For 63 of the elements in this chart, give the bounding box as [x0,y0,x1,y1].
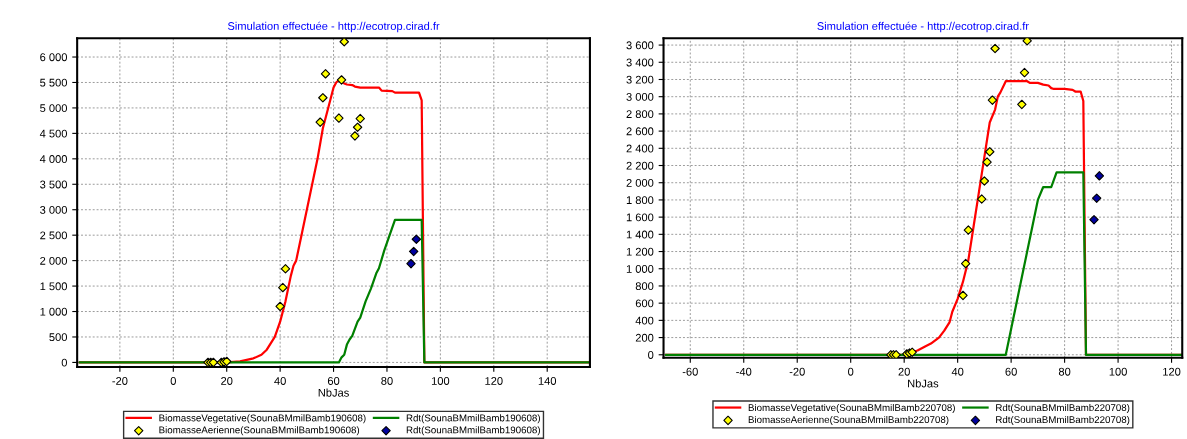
y-tick-label: 1 800 [626,196,654,205]
y-tick-label: 2 500 [40,231,67,240]
chart-title: Simulation effectuée - http://ecotrop.cirad.fr [227,21,440,33]
y-tick-label: 1 500 [40,282,67,291]
y-tick-label: 1 400 [626,230,654,239]
y-tick-label: 800 [635,282,654,291]
y-tick-label: 2 000 [626,178,654,187]
x-tick-label: -20 [789,367,805,376]
x-tick-label: -60 [682,367,698,376]
y-tick-label: 3 000 [40,205,67,214]
y-tick-label: 0 [648,351,654,359]
x-tick-label: 40 [274,377,286,385]
x-tick-label: 80 [1058,367,1071,376]
legend-label: BiomasseVegetative(SounaBMmilBamb220708) [748,403,955,413]
x-tick-label: 120 [485,377,503,385]
x-tick-label: 20 [898,367,910,376]
y-tick-label: 600 [635,299,654,308]
legend-label: Rdt(SounaBMmilBamb190608) [406,426,540,436]
y-tick-label: 3 600 [626,41,654,50]
x-tick-label: 140 [538,377,557,385]
x-tick-label: 20 [221,377,233,385]
y-tick-label: 1 600 [626,213,654,222]
x-tick-label: 80 [381,377,393,385]
y-tick-label: 400 [635,316,654,325]
chart-title: Simulation effectuée - http://ecotrop.cirad.fr [817,21,1029,33]
legend-label: Rdt(SounaBMmilBamb190608) [406,414,540,424]
x-tick-label: 100 [431,377,450,385]
y-tick-label: 3 500 [40,180,67,189]
y-tick-label: 4 500 [39,129,67,138]
y-tick-label: 6 000 [40,53,67,62]
legend-label: BiomasseAerienne(SounaBMmilBamb190608) [159,426,360,436]
y-tick-label: 1 000 [626,265,654,273]
y-tick-label: 1 200 [626,247,654,256]
y-tick-label: 5 000 [40,104,67,113]
y-tick-label: 3 200 [626,75,654,84]
x-tick-label: 120 [1163,367,1181,376]
y-tick-label: 200 [635,333,654,342]
y-tick-label: 5 500 [40,78,67,87]
x-tick-label: -20 [112,377,128,385]
y-tick-label: 2 200 [626,161,654,170]
legend-label: BiomasseAerienne(SounaBMmilBamb220708) [748,415,949,425]
legend-label: Rdt(SounaBMmilBamb220708) [996,415,1130,425]
y-tick-label: 2 600 [626,127,654,136]
y-tick-label: 500 [49,333,67,342]
x-tick-label: 40 [951,367,964,376]
y-tick-label: 3 400 [626,58,654,67]
y-tick-label: 4 000 [39,155,67,163]
legend-label: BiomasseVegetative(SounaBMmilBamb190608) [159,414,366,424]
x-tick-label: 60 [1005,367,1017,376]
x-tick-label: 0 [170,377,176,385]
x-tick-label: 60 [327,377,340,385]
legend-label: Rdt(SounaBMmilBamb220708) [996,403,1130,413]
x-tick-label: 100 [1109,367,1127,376]
x-axis-title: NbJas [318,388,349,397]
y-tick-label: 0 [61,358,67,367]
x-tick-label: -40 [736,367,752,376]
y-tick-label: 2 800 [626,110,654,119]
x-axis-title: NbJas [908,379,939,388]
y-tick-label: 2 000 [40,256,67,265]
y-tick-label: 1 000 [40,307,67,316]
y-tick-label: 2 400 [626,144,654,153]
x-tick-label: 0 [848,367,854,376]
y-tick-label: 3 000 [626,92,654,101]
